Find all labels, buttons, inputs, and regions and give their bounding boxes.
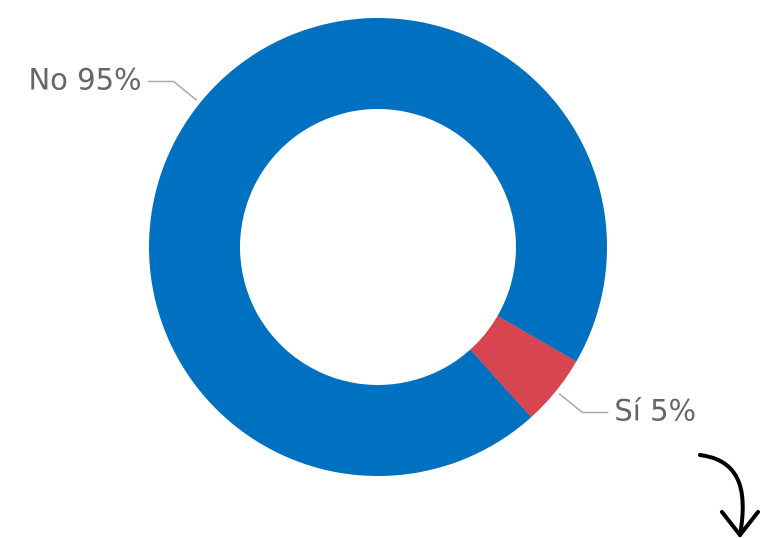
value-label: 95%: [77, 62, 141, 96]
donut-slice: [149, 18, 607, 476]
leader-line: [147, 80, 198, 101]
category-label: No: [28, 62, 67, 96]
value-label: 5%: [650, 394, 696, 428]
arrow-head: [720, 510, 760, 537]
data-label: No 95%: [28, 62, 141, 96]
donut-slice: [470, 316, 577, 418]
arrow-decoration: [698, 453, 745, 537]
data-label: Sí 5%: [614, 394, 696, 428]
leader-line: [558, 393, 609, 414]
category-label: Sí: [614, 394, 641, 428]
